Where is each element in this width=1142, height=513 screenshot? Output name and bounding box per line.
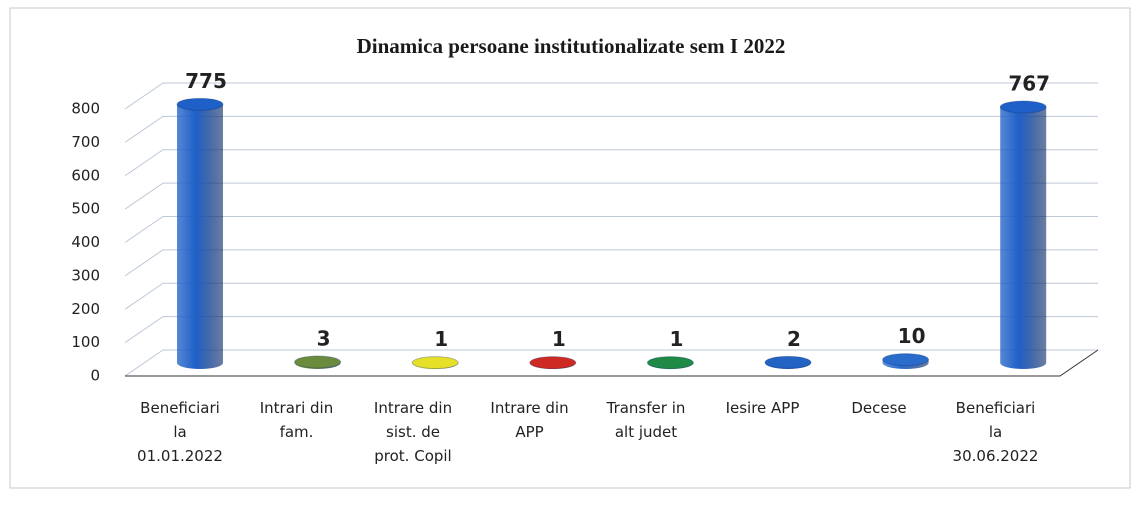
- x-tick-label: Beneficiari la 01.01.2022: [137, 399, 223, 465]
- value-label: 1: [552, 327, 566, 351]
- grid-line: [124, 349, 1098, 377]
- grid-line: [124, 282, 1098, 310]
- x-tick-label: Intrari din fam.: [259, 399, 334, 441]
- grid-line: [124, 182, 1098, 210]
- chart-border: [9, 7, 1131, 489]
- grid-line: [124, 149, 1098, 177]
- y-tick-label: 600: [71, 166, 100, 184]
- grid-line: [124, 216, 1098, 243]
- y-tick-label: 400: [71, 233, 100, 251]
- grid-line: [124, 249, 1098, 277]
- bar: [411, 356, 459, 370]
- grid-line: [124, 316, 1098, 344]
- bar: [176, 97, 224, 369]
- x-tick-label: Decese: [851, 399, 907, 417]
- y-tick-label: 300: [71, 266, 100, 284]
- value-label: 2: [787, 327, 801, 351]
- y-tick-label: 200: [71, 300, 100, 318]
- bar: [646, 356, 694, 370]
- y-tick-label: 800: [71, 100, 100, 118]
- y-tick-label: 0: [90, 367, 100, 385]
- floor: [125, 349, 1099, 377]
- value-label: 1: [669, 327, 683, 351]
- value-label: 10: [898, 324, 926, 348]
- value-label: 3: [317, 326, 331, 350]
- value-label: 775: [185, 69, 227, 93]
- value-label: 767: [1008, 72, 1050, 96]
- y-tick-label: 700: [71, 133, 100, 151]
- bar: [882, 353, 930, 369]
- x-tick-label: Iesire APP: [725, 399, 800, 417]
- bar: [529, 356, 577, 370]
- x-tick-label: Intrare din sist. de prot. Copil: [373, 399, 453, 465]
- x-tick-label: Intrare din APP: [490, 399, 569, 441]
- grid-line: [124, 82, 1098, 110]
- value-label: 1: [434, 327, 448, 351]
- bar: [764, 355, 812, 369]
- x-tick-label: Beneficiari la 30.06.2022: [952, 399, 1039, 465]
- bar: [999, 100, 1047, 369]
- bar: [294, 355, 342, 369]
- x-tick-label: Transfer in alt judet: [606, 399, 686, 441]
- y-tick-label: 500: [71, 200, 100, 218]
- grid-line: [124, 115, 1098, 143]
- chart-title: Dinamica persoane institutionalizate sem…: [357, 34, 786, 58]
- y-tick-label: 100: [71, 333, 100, 351]
